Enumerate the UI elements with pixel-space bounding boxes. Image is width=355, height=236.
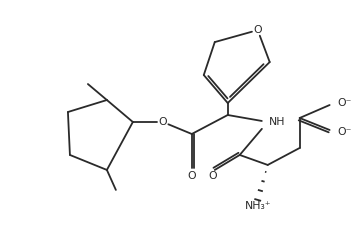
Text: NH₃⁺: NH₃⁺: [245, 201, 271, 211]
Text: O: O: [187, 171, 196, 181]
Text: O⁻: O⁻: [338, 98, 352, 108]
Text: O: O: [253, 25, 262, 35]
Text: O: O: [158, 117, 167, 127]
Text: NH: NH: [269, 117, 285, 127]
Text: O⁻: O⁻: [338, 127, 352, 137]
Text: O: O: [208, 171, 217, 181]
